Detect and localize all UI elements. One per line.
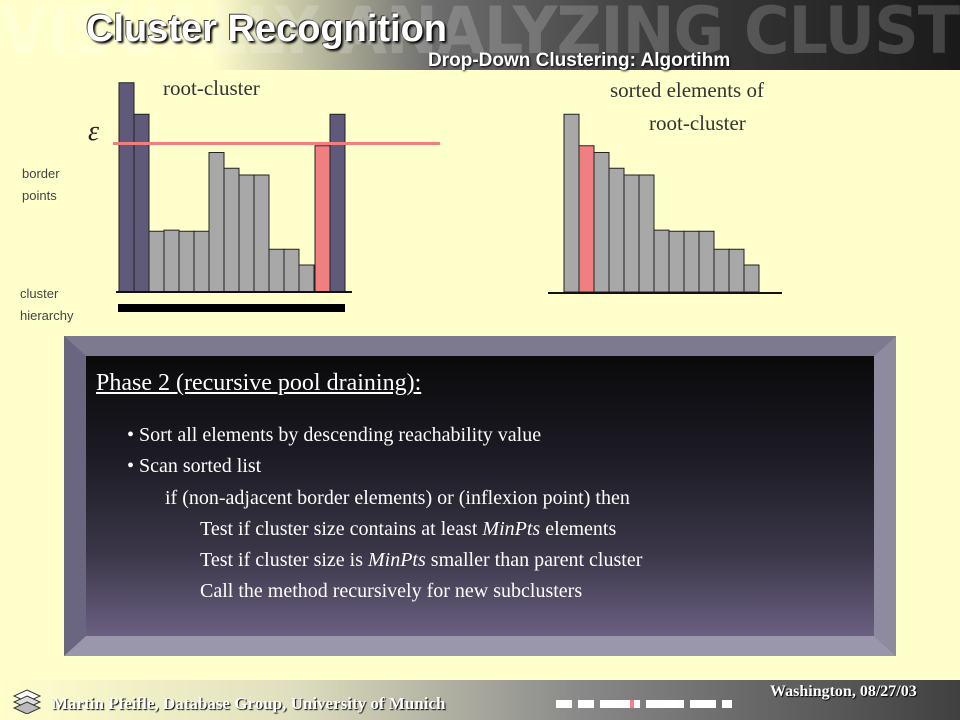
phase-heading: Phase 2 (recursive pool draining): [96, 370, 422, 396]
root-cluster-label: root-cluster [163, 76, 260, 100]
sorted-bar-7 [653, 229, 670, 293]
left-bar-11 [268, 248, 285, 293]
left-bar-5 [178, 230, 195, 293]
panel-bevel [64, 336, 896, 656]
border-points-line1: border [22, 166, 60, 181]
border-points-line2: points [22, 188, 57, 203]
sorted-bar-11 [713, 248, 730, 293]
minpts-term: MinPts [368, 549, 426, 571]
cluster-hierarchy-line1: cluster [20, 286, 59, 301]
left-bar-3 [148, 230, 165, 293]
nav-segment-6[interactable] [722, 700, 732, 708]
left-bar-6 [193, 230, 210, 293]
if-condition-line: if (non-adjacent border elements) or (in… [165, 487, 630, 509]
left-bar-14 [314, 145, 331, 293]
panel-inner [86, 356, 874, 636]
left-bar-4 [163, 229, 180, 293]
nav-segment-3[interactable] [600, 700, 640, 708]
test-min-size-line: Test if cluster size contains at least M… [200, 518, 617, 540]
test-parent-size-line: Test if cluster size is MinPts smaller t… [200, 549, 643, 571]
bullet-sort: • Sort all elements by descending reacha… [127, 424, 542, 446]
stack-icon [12, 689, 42, 714]
left-bar-15 [329, 113, 346, 293]
header-banner: VISUALLY ANALYZING CLUSTER HIERARCHIES [0, 0, 960, 70]
footer-location-date: Washington, 08/27/03 [770, 683, 917, 700]
sorted-bar-9 [683, 230, 700, 293]
left-bar-2 [133, 113, 150, 293]
sorted-bar-10 [698, 230, 715, 293]
cluster-hierarchy-bar [118, 304, 345, 312]
sorted-bar-6 [638, 174, 655, 293]
epsilon-symbol: ε [88, 116, 100, 147]
sorted-bar-1 [563, 113, 580, 293]
nav-segment-4[interactable] [646, 700, 684, 708]
footer-author: Martin Pfeifle, Database Group, Universi… [52, 694, 446, 713]
footer-bar [0, 680, 960, 720]
left-bar-9 [238, 174, 255, 293]
left-bar-13 [298, 264, 315, 293]
left-bar-1 [118, 82, 135, 293]
left-bar-8 [223, 167, 240, 293]
slide-title: Cluster Recognition [86, 8, 448, 50]
sorted-bar-13 [743, 264, 760, 293]
nav-segment-5[interactable] [690, 700, 716, 708]
sorted-bar-8 [668, 230, 685, 293]
left-bar-7 [208, 152, 225, 293]
sorted-root-cluster-label: root-cluster [649, 111, 746, 135]
nav-segment-1[interactable] [556, 700, 572, 708]
sorted-bar-2 [578, 145, 595, 293]
sorted-elements-label: sorted elements of [610, 78, 764, 102]
slide-subtitle: Drop-Down Clustering: Algortihm [428, 50, 731, 71]
reachability-charts [113, 82, 782, 312]
recursive-call-line: Call the method recursively for new subc… [200, 580, 583, 602]
minpts-term: MinPts [482, 518, 541, 540]
cluster-hierarchy-line2: hierarchy [20, 308, 74, 323]
sorted-bar-4 [608, 167, 625, 293]
border-points-label: border points [22, 163, 60, 207]
cluster-hierarchy-label: cluster hierarchy [20, 283, 73, 327]
sorted-bar-12 [728, 248, 745, 293]
sorted-bar-3 [593, 152, 610, 293]
nav-segment-2[interactable] [578, 700, 594, 708]
left-bar-10 [253, 174, 270, 293]
bullet-scan: • Scan sorted list [127, 455, 262, 477]
sorted-bar-5 [623, 174, 640, 293]
banner-watermark-text: VISUALLY ANALYZING CLUSTER HIERARCHIES [0, 0, 960, 69]
algorithm-panel [64, 336, 896, 656]
left-bar-12 [283, 248, 300, 293]
